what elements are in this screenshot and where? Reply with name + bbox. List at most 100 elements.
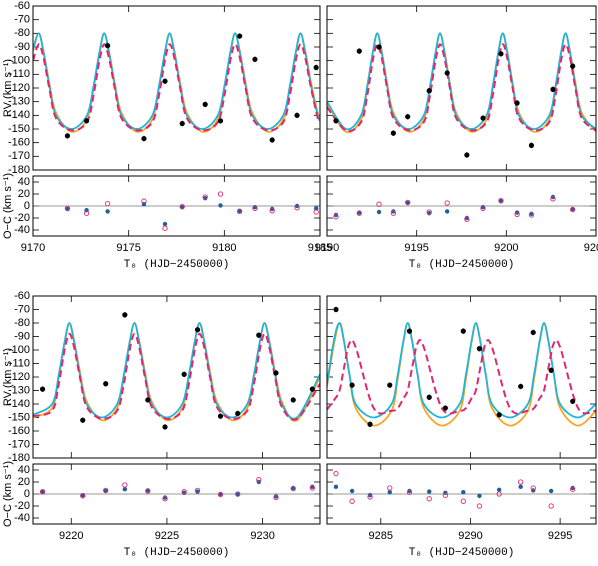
y-tick-label: -150 (8, 123, 30, 135)
y-tick-label: -130 (8, 96, 30, 108)
rv-point (498, 51, 504, 57)
x-axis-label: T₀ (HJD−2450000) (409, 547, 515, 559)
oc-point (480, 205, 486, 212)
x-tick-label: 9295 (548, 530, 572, 542)
oc-point (387, 485, 393, 491)
oc-point (570, 206, 576, 213)
oc-point (194, 487, 201, 494)
oc-frame (326, 463, 597, 525)
oc-point (498, 197, 504, 204)
oc-point (550, 196, 556, 202)
rv-point (269, 137, 275, 143)
oc-point (141, 198, 147, 204)
oc-point (235, 491, 241, 497)
oc-point (162, 221, 168, 227)
y-tick-label: -60 (14, 0, 30, 12)
y-tick-label: -80 (14, 27, 30, 39)
rv-point (496, 412, 502, 418)
oc-point (496, 491, 502, 497)
oc-point (442, 492, 449, 498)
y-tick-label: -100 (8, 344, 30, 356)
rv-point (548, 367, 554, 373)
y-tick-label: 0 (24, 200, 30, 212)
x-axis-label: T₀ (HJD−2450000) (409, 259, 515, 271)
x-tick-label: 9285 (369, 530, 393, 542)
rv-point (256, 332, 262, 338)
y-tick-label: -180 (8, 452, 30, 464)
oc-point (426, 209, 432, 215)
oc-point (218, 203, 223, 208)
x-tick-label: 9220 (59, 530, 83, 542)
rv-point (356, 48, 362, 54)
oc-point (105, 209, 110, 214)
oc-point (376, 209, 382, 215)
rv-point (480, 115, 486, 121)
model-curve (33, 32, 320, 130)
oc-point (367, 494, 373, 500)
oc-point (269, 208, 275, 214)
y-tick-label: -110 (9, 357, 30, 369)
rv-point (235, 410, 241, 417)
y-tick-label: -60 (14, 290, 30, 302)
rv-point (406, 328, 413, 334)
rv-point (390, 130, 396, 136)
y-tick-label: -40 (14, 224, 30, 236)
x-tick-label: 9175 (116, 242, 140, 254)
rv-point (179, 120, 185, 127)
oc-point (64, 205, 71, 212)
rv-point (309, 386, 315, 392)
model-curve (327, 322, 596, 419)
oc-point (236, 208, 243, 215)
model-curve (33, 43, 320, 132)
rv-point (460, 328, 466, 334)
rv-point (145, 397, 151, 403)
rv-point (476, 346, 483, 352)
y-tick-label: -100 (8, 55, 30, 67)
rv-point (64, 133, 71, 139)
rv-point (252, 56, 258, 62)
model-curves (33, 32, 320, 133)
oc-point (217, 491, 224, 498)
y-tick-label: -160 (8, 425, 30, 437)
oc-point (349, 488, 355, 494)
rv-point (181, 371, 187, 377)
model-curves (33, 322, 320, 422)
rv-point (237, 33, 243, 39)
y-tick-label: -90 (14, 41, 30, 53)
oc-point (252, 205, 258, 212)
oc-point (80, 493, 86, 499)
y-tick-label: 20 (18, 188, 30, 200)
oc-point (548, 488, 554, 494)
oc-point (496, 487, 502, 492)
y-axis-label: O−C (km s⁻¹) (2, 173, 14, 239)
oc-point (528, 212, 535, 218)
oc-point (333, 214, 339, 220)
rv-frame (326, 5, 597, 171)
y-tick-label: -140 (8, 109, 30, 121)
oc-frame (326, 175, 597, 237)
y-tick-label: -90 (14, 330, 30, 342)
oc-point (181, 488, 187, 495)
rv-point (202, 101, 208, 107)
oc-point (426, 496, 432, 502)
rv-point (290, 397, 296, 403)
oc-point (83, 210, 90, 216)
y-tick-label: -110 (9, 68, 30, 80)
oc-point (356, 210, 362, 216)
y-tick-label: -20 (14, 500, 30, 512)
rv-point (518, 383, 524, 390)
y-tick-label: -20 (14, 212, 30, 224)
rv-point (444, 70, 450, 76)
rv-frame (32, 5, 321, 171)
x-tick-label: 9190 (315, 242, 339, 254)
rv-point (367, 421, 373, 427)
model-curves (327, 322, 596, 427)
oc-point (477, 493, 482, 498)
rv-point (570, 398, 576, 404)
x-tick-label: 9200 (494, 242, 518, 254)
oc-point (256, 476, 262, 483)
y-axis-label: RV (km s⁻¹) (2, 59, 14, 117)
oc-point (333, 470, 339, 477)
oc-frame (32, 175, 321, 237)
rv-point (333, 118, 339, 124)
